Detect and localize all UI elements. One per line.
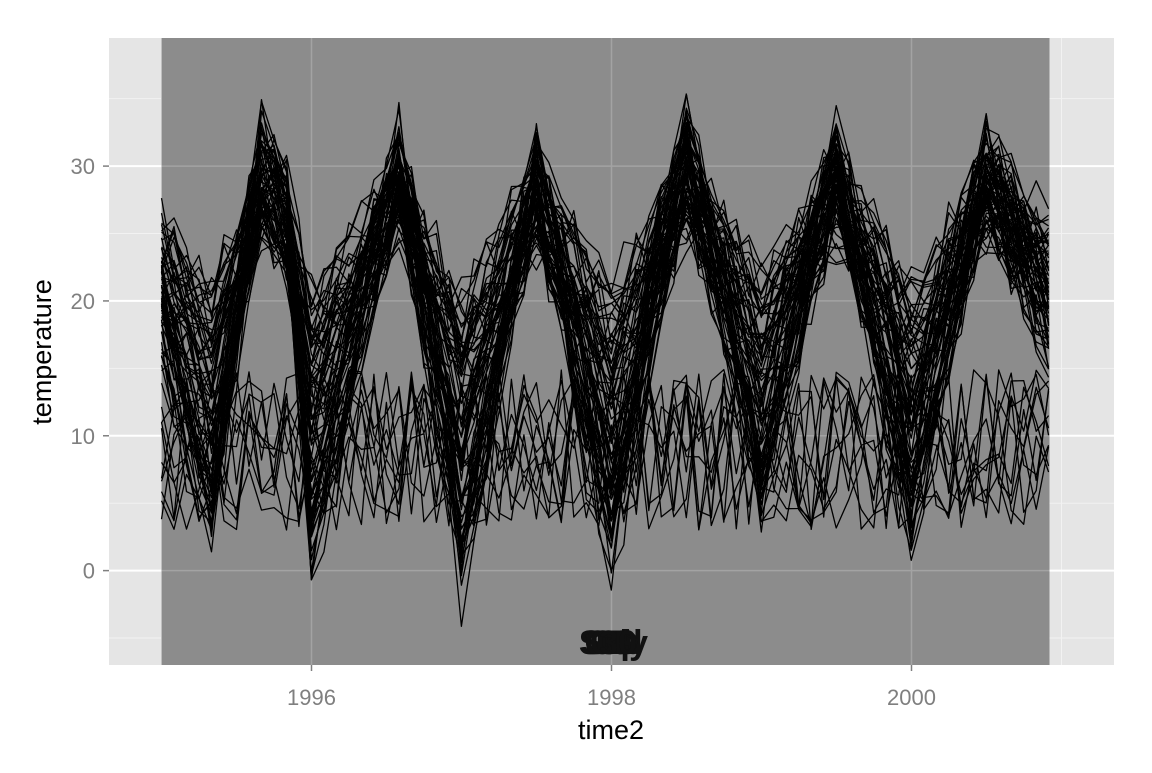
series-lines: [160, 93, 1050, 627]
series-line: [160, 183, 1050, 388]
y-axis-ticks: 0 10 20 30: [71, 154, 109, 584]
overlapping-label: July: [580, 624, 648, 662]
y-tick-label: 20: [71, 289, 95, 314]
y-tick-label: 0: [83, 559, 95, 584]
overlapping-label: Sal: [580, 624, 631, 662]
overlapping-label: Jul: [593, 624, 642, 662]
series-line: [160, 207, 1049, 451]
y-axis-title: temperature: [27, 279, 57, 425]
series-line: [161, 214, 1050, 368]
series-line: [160, 167, 1050, 332]
series-line: [161, 131, 1049, 586]
x-tick-label: 1998: [587, 685, 636, 710]
series-line: [160, 197, 1050, 413]
series-line: [161, 189, 1050, 346]
series-line: [160, 112, 1050, 540]
series-line: [160, 368, 1050, 529]
x-tick-label: 1996: [287, 685, 336, 710]
overlapping-label: JF: [586, 624, 626, 662]
x-axis-ticks: 1996 1998 2000: [287, 665, 936, 710]
series-line: [160, 186, 1050, 376]
x-tick-label: 2000: [887, 685, 936, 710]
y-tick-label: 10: [71, 424, 95, 449]
overlapping-label: Sep: [579, 624, 641, 662]
overlapping-label: CG: [585, 624, 636, 662]
overlapping-label: CD: [589, 624, 638, 662]
series-line: [160, 371, 1050, 530]
x-axis-title: time2: [578, 715, 644, 745]
series-line: [160, 158, 1050, 340]
series-line: [161, 133, 1050, 368]
series-line: [160, 143, 1049, 321]
series-line: [160, 172, 1050, 515]
y-tick-label: 30: [71, 154, 95, 179]
overlapping-label: 30: [599, 624, 637, 662]
